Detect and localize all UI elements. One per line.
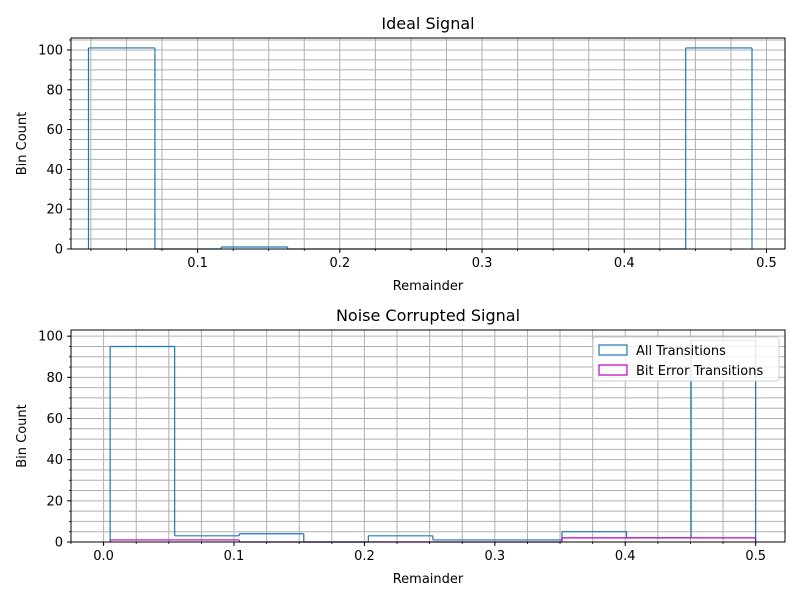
y-tick-label: 60 (46, 123, 63, 138)
y-tick-label: 100 (38, 43, 63, 58)
legend: All Transitions Bit Error Transitions (592, 336, 780, 382)
y-tick-label: 80 (46, 83, 63, 98)
y-tick-label: 40 (46, 453, 63, 468)
grid (70, 330, 785, 543)
x-axis-label: Remainder (393, 572, 464, 587)
x-axis-label: Remainder (393, 279, 464, 294)
y-tick-label: 20 (46, 494, 63, 509)
axes-frame (70, 37, 786, 250)
y-axis-label: Bin Count (15, 404, 30, 468)
chart-title: Ideal Signal (381, 14, 474, 33)
x-tick-label: 0.2 (354, 549, 375, 564)
y-tick-label: 40 (46, 163, 63, 178)
y-tick-label: 0 (55, 536, 63, 551)
x-tick-label: 0.4 (614, 256, 635, 271)
chart-title: Noise Corrupted Signal (336, 306, 520, 325)
y-tick-label: 20 (46, 203, 63, 218)
x-tick-label: 0.0 (93, 549, 114, 564)
grid (71, 38, 785, 250)
legend-label: Bit Error Transitions (636, 364, 763, 379)
x-tick-label: 0.2 (329, 256, 350, 271)
x-tick-label: 0.5 (745, 549, 766, 564)
x-tick-label: 0.1 (187, 256, 208, 271)
legend-label: All Transitions (636, 344, 726, 359)
axes-frame (70, 329, 786, 543)
legend-swatch (598, 364, 628, 376)
y-tick-label: 0 (55, 243, 63, 258)
y-axis: 0 20 40 60 80 100 (38, 39, 71, 258)
y-tick-label: 80 (46, 371, 63, 386)
x-tick-label: 0.4 (615, 549, 636, 564)
subplot-2: 0.0 0.1 0.2 0.3 0.4 0.5 0 20 40 60 80 100 Noise Corr… (15, 306, 786, 587)
y-axis-label: Bin Count (15, 112, 30, 176)
x-axis: 0.1 0.2 0.3 0.4 0.5 (90, 249, 777, 271)
y-axis: 0 20 40 60 80 100 (38, 330, 71, 551)
subplot-1: 0.1 0.2 0.3 0.4 0.5 0 20 40 60 80 100 Ideal Signal R… (15, 14, 786, 294)
x-tick-label: 0.3 (472, 256, 493, 271)
legend-box (592, 336, 780, 382)
x-tick-label: 0.1 (224, 549, 245, 564)
x-tick-label: 0.3 (484, 549, 505, 564)
y-tick-label: 60 (46, 412, 63, 427)
x-axis: 0.0 0.1 0.2 0.3 0.4 0.5 (70, 542, 766, 564)
legend-swatch (598, 344, 628, 356)
x-tick-label: 0.5 (756, 256, 777, 271)
y-tick-label: 100 (38, 330, 63, 345)
